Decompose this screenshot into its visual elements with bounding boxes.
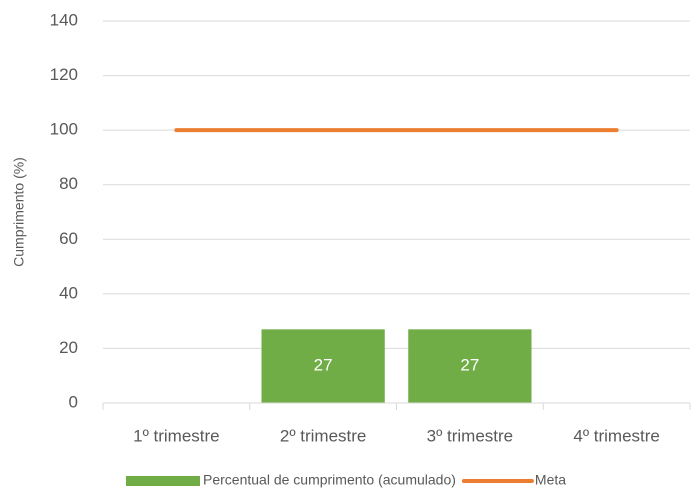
x-tick-label: 2º trimestre: [280, 426, 367, 445]
legend-label: Meta: [535, 472, 566, 488]
x-tick-label: 1º trimestre: [133, 426, 220, 445]
legend-swatch: [126, 476, 200, 486]
y-tick-label: 100: [50, 120, 78, 139]
data-label: 27: [460, 356, 479, 375]
data-label: 27: [314, 356, 333, 375]
y-tick-label: 0: [69, 392, 78, 411]
y-axis-title: Cumprimento (%): [11, 157, 27, 267]
y-tick-label: 140: [50, 10, 78, 29]
legend-label: Percentual de cumprimento (acumulado): [203, 472, 456, 488]
x-tick-label: 3º trimestre: [427, 426, 514, 445]
bar: [261, 329, 385, 403]
y-tick-label: 40: [59, 283, 78, 302]
bar: [408, 329, 532, 403]
y-tick-label: 80: [59, 174, 78, 193]
y-tick-label: 120: [50, 65, 78, 84]
y-tick-label: 20: [59, 338, 78, 357]
x-tick-label: 4º trimestre: [573, 426, 660, 445]
y-tick-label: 60: [59, 229, 78, 248]
